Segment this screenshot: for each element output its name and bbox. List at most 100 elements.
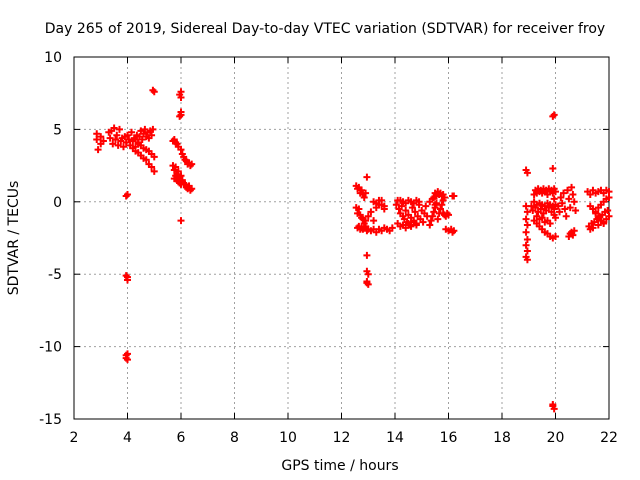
data-point — [605, 193, 613, 201]
x-tick-label: 22 — [600, 430, 618, 446]
axis-ticks: 2 4 6 8 10 12 14 16 18 20 22 -15 -10 -5 0 5 10 — [39, 50, 618, 446]
data-point — [148, 163, 156, 171]
data-point — [392, 201, 400, 209]
x-tick-label: 12 — [333, 430, 351, 446]
x-tick-label: 6 — [177, 430, 186, 446]
data-point — [364, 270, 372, 278]
data-point — [434, 215, 442, 223]
data-point — [407, 222, 415, 230]
data-point — [106, 134, 114, 142]
data-point — [431, 201, 439, 209]
data-point — [523, 256, 531, 264]
data-point — [380, 202, 388, 210]
data-point — [426, 221, 434, 229]
data-point — [415, 198, 423, 206]
data-point — [556, 208, 564, 216]
data-point — [172, 172, 180, 180]
data-point — [570, 227, 578, 235]
x-axis-label: GPS time / hours — [281, 458, 398, 474]
data-point — [150, 88, 158, 96]
data-point — [94, 146, 102, 154]
data-point — [411, 208, 419, 216]
x-tick-label: 20 — [547, 430, 565, 446]
data-point — [552, 214, 559, 222]
data-point — [149, 125, 157, 133]
data-point — [522, 215, 530, 223]
data-point — [124, 350, 131, 358]
data-point — [402, 224, 410, 232]
y-axis-label: SDTVAR / TECUs — [6, 181, 22, 296]
data-point — [523, 169, 531, 177]
data-point — [549, 401, 557, 409]
data-point — [436, 205, 444, 213]
data-point — [538, 214, 546, 222]
data-point — [363, 251, 371, 259]
data-point — [115, 125, 123, 133]
y-tick-label: -5 — [48, 267, 62, 283]
data-point — [360, 193, 368, 201]
data-point — [177, 108, 185, 116]
data-point — [355, 205, 363, 213]
data-point — [128, 128, 136, 136]
data-point — [125, 136, 133, 144]
data-point — [445, 211, 452, 219]
data-point — [523, 221, 531, 229]
data-point — [600, 220, 608, 228]
data-point — [562, 212, 570, 220]
data-point — [428, 212, 436, 220]
data-point — [439, 191, 447, 199]
data-point — [363, 279, 371, 287]
data-point — [97, 133, 105, 141]
data-point — [594, 221, 602, 229]
data-point — [177, 180, 185, 188]
data-point — [589, 224, 597, 232]
data-point — [124, 273, 131, 281]
data-point — [177, 217, 185, 225]
data-point — [114, 141, 122, 149]
data-point — [408, 204, 416, 212]
data-point — [569, 231, 577, 239]
y-tick-label: -10 — [39, 340, 62, 356]
data-point — [592, 209, 600, 217]
data-point — [138, 136, 146, 144]
data-point — [569, 191, 577, 199]
data-point — [113, 131, 121, 139]
data-point — [558, 199, 566, 207]
data-point — [561, 205, 569, 213]
data-point — [176, 112, 184, 120]
data-point — [450, 192, 458, 200]
data-point — [142, 156, 150, 164]
data-point — [362, 217, 370, 225]
x-tick-label: 16 — [440, 430, 458, 446]
data-point — [604, 206, 612, 214]
data-point — [550, 195, 558, 203]
x-tick-label: 8 — [230, 430, 239, 446]
data-point — [537, 205, 545, 213]
data-point — [358, 186, 366, 194]
data-point — [523, 247, 531, 255]
data-point — [550, 111, 558, 119]
data-point — [572, 206, 580, 214]
data-point — [430, 208, 438, 216]
data-point — [370, 217, 378, 225]
x-tick-label: 18 — [493, 430, 511, 446]
data-point — [122, 354, 130, 362]
data-point — [557, 193, 565, 201]
data-point — [150, 167, 158, 175]
data-point — [523, 235, 531, 243]
x-tick-label: 4 — [123, 430, 132, 446]
data-point — [523, 208, 531, 216]
data-point — [522, 241, 530, 249]
data-point — [422, 202, 430, 210]
data-point — [412, 221, 420, 229]
data-point — [560, 189, 568, 197]
data-point — [99, 137, 107, 145]
data-point — [176, 91, 184, 99]
data-point — [564, 186, 572, 194]
data-point — [428, 195, 436, 203]
data-point — [549, 164, 557, 172]
data-point — [427, 217, 435, 225]
y-tick-label: 10 — [44, 50, 62, 66]
data-point — [378, 196, 386, 204]
